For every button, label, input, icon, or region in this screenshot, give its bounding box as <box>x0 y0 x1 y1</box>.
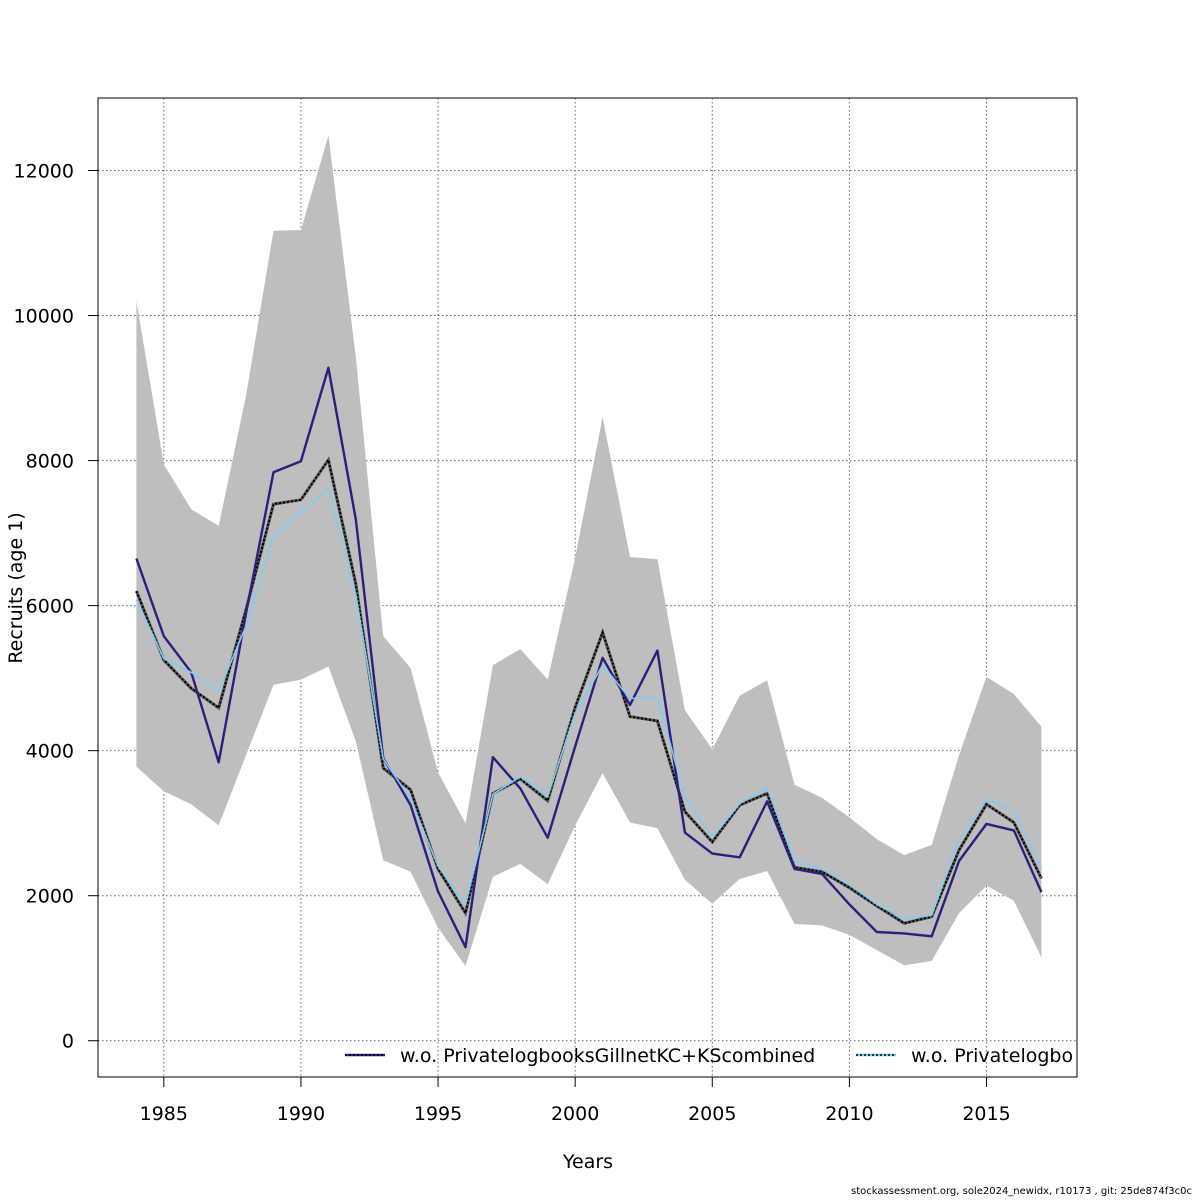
series-line-1 <box>135 366 1043 949</box>
footer-credit: stockassessment.org, sole2024_newidx, r1… <box>851 1186 1192 1197</box>
y-tick-label: 10000 <box>14 306 74 328</box>
plot-frame <box>97 97 1078 1078</box>
x-tick-label: 1990 <box>277 1103 325 1125</box>
x-tick-label: 1985 <box>140 1103 188 1125</box>
y-tick-label: 0 <box>62 1031 74 1053</box>
series-line-2 <box>135 487 1043 920</box>
y-tick-label: 8000 <box>26 451 74 473</box>
x-tick-label: 2010 <box>825 1103 873 1125</box>
x-tick-label: 2005 <box>688 1103 736 1125</box>
legend: w.o. PrivatelogbooksGillnetKC+KScombined… <box>345 1045 1073 1067</box>
legend-items: w.o. PrivatelogbooksGillnetKC+KScombined… <box>345 1045 1073 1067</box>
x-tick-label: 2000 <box>551 1103 599 1125</box>
x-tick-label: 1995 <box>414 1103 462 1125</box>
legend-label-2: w.o. Privatelogbo <box>911 1045 1073 1067</box>
confidence-band <box>136 135 1042 966</box>
y-tick-label: 2000 <box>26 886 74 908</box>
y-tick-label: 4000 <box>26 741 74 763</box>
y-tick-label: 12000 <box>14 161 74 183</box>
y-tick-label: 6000 <box>26 596 74 618</box>
legend-label-1: w.o. PrivatelogbooksGillnetKC+KScombined <box>400 1045 815 1067</box>
confidence-band-layer <box>136 135 1042 966</box>
axes: 1985 1990 1995 2000 2005 2010 2015 0 2000 4000 600… <box>14 97 1078 1125</box>
base-fit-line-dotted <box>135 457 1043 925</box>
y-axis-title: Recruits (age 1) <box>5 512 27 663</box>
series-layer <box>135 366 1043 949</box>
x-axis-title: Years <box>562 1151 613 1173</box>
x-tick-label: 2015 <box>962 1103 1010 1125</box>
